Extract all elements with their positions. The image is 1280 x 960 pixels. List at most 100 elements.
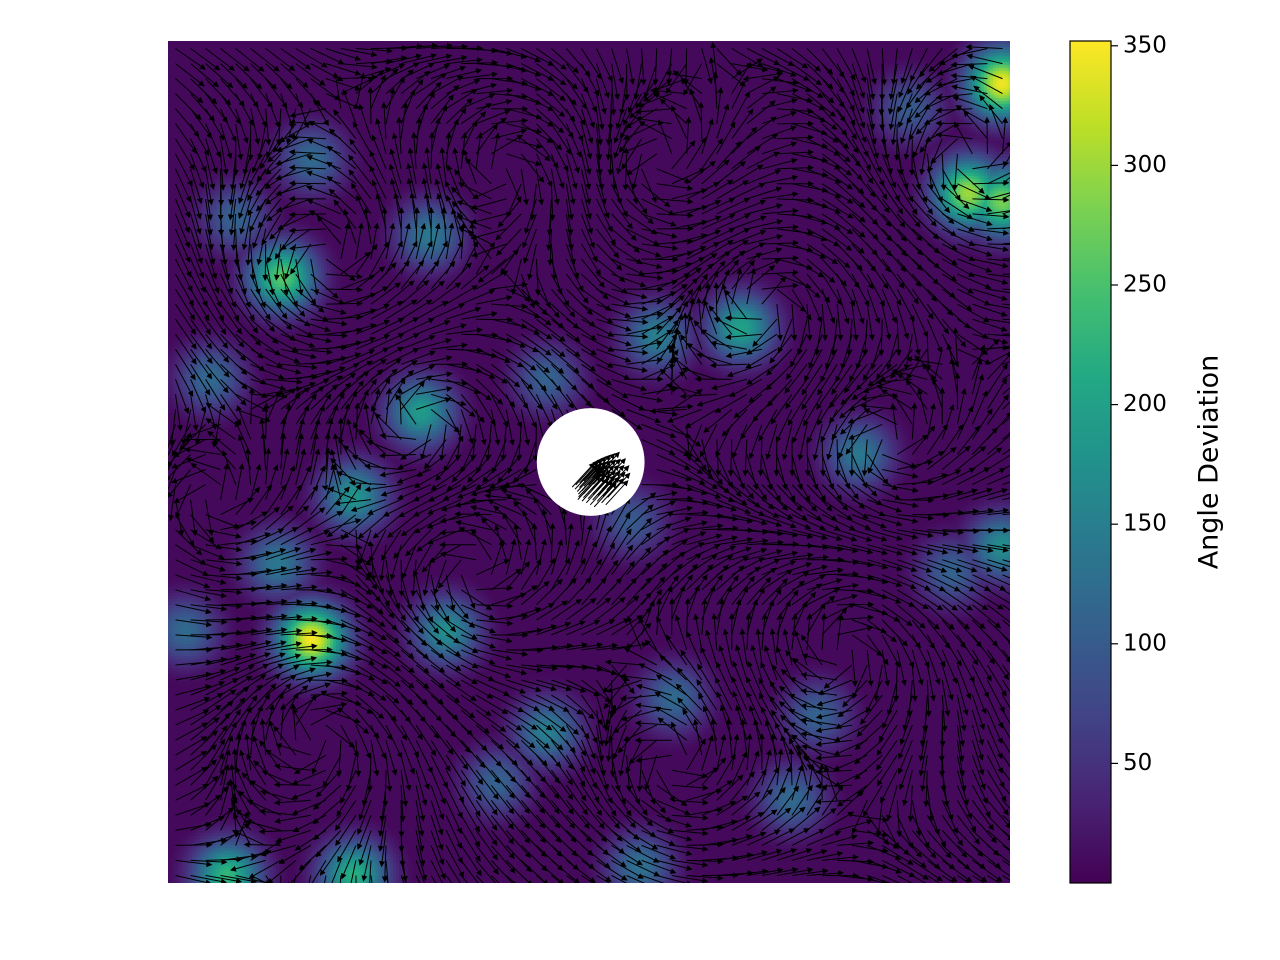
quiver-arrow	[551, 875, 563, 883]
quiver-arrow	[218, 168, 225, 206]
quiver-arrow	[596, 785, 617, 817]
quiver-arrow	[520, 860, 549, 883]
quiver-arrow	[881, 844, 914, 865]
quiver-arrow	[398, 559, 405, 597]
quiver-arrow	[780, 734, 793, 771]
quiver-arrow	[460, 785, 481, 817]
quiver-arrow	[370, 875, 373, 883]
quiver-arrow	[1002, 754, 1010, 768]
quiver-arrow	[536, 769, 560, 800]
quiver-arrow	[671, 769, 709, 779]
quiver-arrow	[175, 784, 209, 801]
quiver-arrow	[641, 799, 672, 823]
quiver-arrow	[382, 770, 389, 808]
quiver-arrow	[716, 774, 744, 801]
quiver-arrow	[788, 737, 808, 771]
quiver-arrow	[912, 859, 943, 882]
quiver-arrow	[581, 754, 598, 790]
quiver-arrow	[791, 868, 829, 876]
quiver-arrow	[445, 845, 464, 878]
quiver-arrow	[957, 830, 984, 857]
quiver-arrow	[881, 859, 916, 877]
quiver-arrow	[346, 755, 357, 792]
quiver-arrow	[399, 785, 406, 823]
quiver-arrow	[761, 787, 786, 816]
quiver-arrow	[911, 800, 922, 837]
quiver-arrow	[228, 778, 237, 816]
quiver-arrow	[536, 814, 562, 843]
quiver-arrow	[551, 830, 578, 857]
quiver-arrow	[265, 749, 297, 771]
quiver-arrow	[248, 859, 282, 879]
quiver-arrow	[746, 750, 760, 786]
quiver-arrow	[505, 845, 532, 873]
quiver-arrow	[430, 800, 444, 836]
quiver-arrow	[972, 875, 986, 883]
quiver-arrow	[815, 754, 853, 761]
quiver-arrow	[896, 859, 929, 880]
quiver-arrow	[400, 770, 409, 807]
quiver-arrow	[856, 769, 883, 798]
quiver-arrow	[239, 749, 252, 786]
quiver-arrow	[460, 875, 469, 883]
quiver-arrow	[252, 735, 267, 771]
quiver-arrow	[430, 754, 448, 789]
quiver-arrow	[551, 845, 579, 871]
quiver-arrow	[641, 859, 677, 874]
quiver-arrow	[350, 860, 357, 883]
quiver-arrow	[896, 875, 913, 883]
quiver-arrow	[641, 814, 675, 834]
quiver-arrow	[258, 828, 296, 835]
quiver-arrow	[716, 753, 736, 786]
quiver-arrow	[475, 800, 498, 831]
quiver-arrow	[430, 860, 443, 883]
quiver-arrow	[716, 734, 727, 771]
quiver-arrow	[761, 828, 795, 846]
quiver-arrow	[801, 744, 838, 756]
quiver-arrow	[581, 799, 605, 830]
quiver-arrow	[1002, 814, 1010, 823]
plot-area	[168, 41, 1010, 883]
quiver-arrow	[490, 784, 515, 815]
quiver-arrow	[536, 830, 563, 857]
quiver-arrow	[490, 875, 500, 883]
quiver-arrow	[626, 814, 657, 838]
quiver-arrow	[460, 860, 479, 883]
quiver-arrow	[415, 755, 430, 790]
quiver-arrow	[701, 734, 714, 771]
quiver-arrow	[1002, 769, 1010, 782]
quiver-arrow	[791, 764, 804, 801]
quiver-arrow	[986, 769, 1007, 803]
quiver-arrow	[250, 875, 268, 883]
quiver-arrow	[244, 819, 281, 831]
quiver-arrow	[776, 848, 813, 861]
quiver-arrow	[611, 875, 628, 883]
quiver-arrow	[275, 742, 311, 756]
quiver-arrow	[566, 860, 596, 883]
quiver-arrow	[972, 845, 1002, 869]
quiver-arrow	[896, 800, 903, 838]
quiver-arrow	[926, 785, 935, 823]
quiver-arrow	[520, 799, 546, 829]
quiver-arrow	[230, 859, 266, 872]
quiver-arrow	[866, 815, 889, 846]
quiver-arrow	[190, 815, 225, 831]
quiver-arrow	[220, 779, 232, 816]
quiver-arrow	[430, 875, 437, 883]
quiver-arrow	[430, 845, 446, 880]
quiver-arrow	[273, 781, 311, 788]
quiver-arrow	[941, 830, 968, 858]
quiver-arrow	[656, 844, 693, 857]
quiver-arrow	[175, 802, 211, 816]
quiver-arrow	[291, 769, 327, 786]
quiver-arrow	[205, 875, 243, 883]
quiver-arrow	[235, 733, 242, 771]
quiver-arrow	[836, 784, 868, 807]
quiver-arrow	[701, 800, 737, 816]
quiver-arrow	[836, 819, 873, 831]
quiver-arrow	[656, 829, 693, 842]
quiver-arrow	[701, 757, 727, 786]
quiver-arrow	[220, 875, 258, 883]
quiver-arrow	[190, 794, 222, 816]
quiver-arrow	[731, 791, 761, 816]
